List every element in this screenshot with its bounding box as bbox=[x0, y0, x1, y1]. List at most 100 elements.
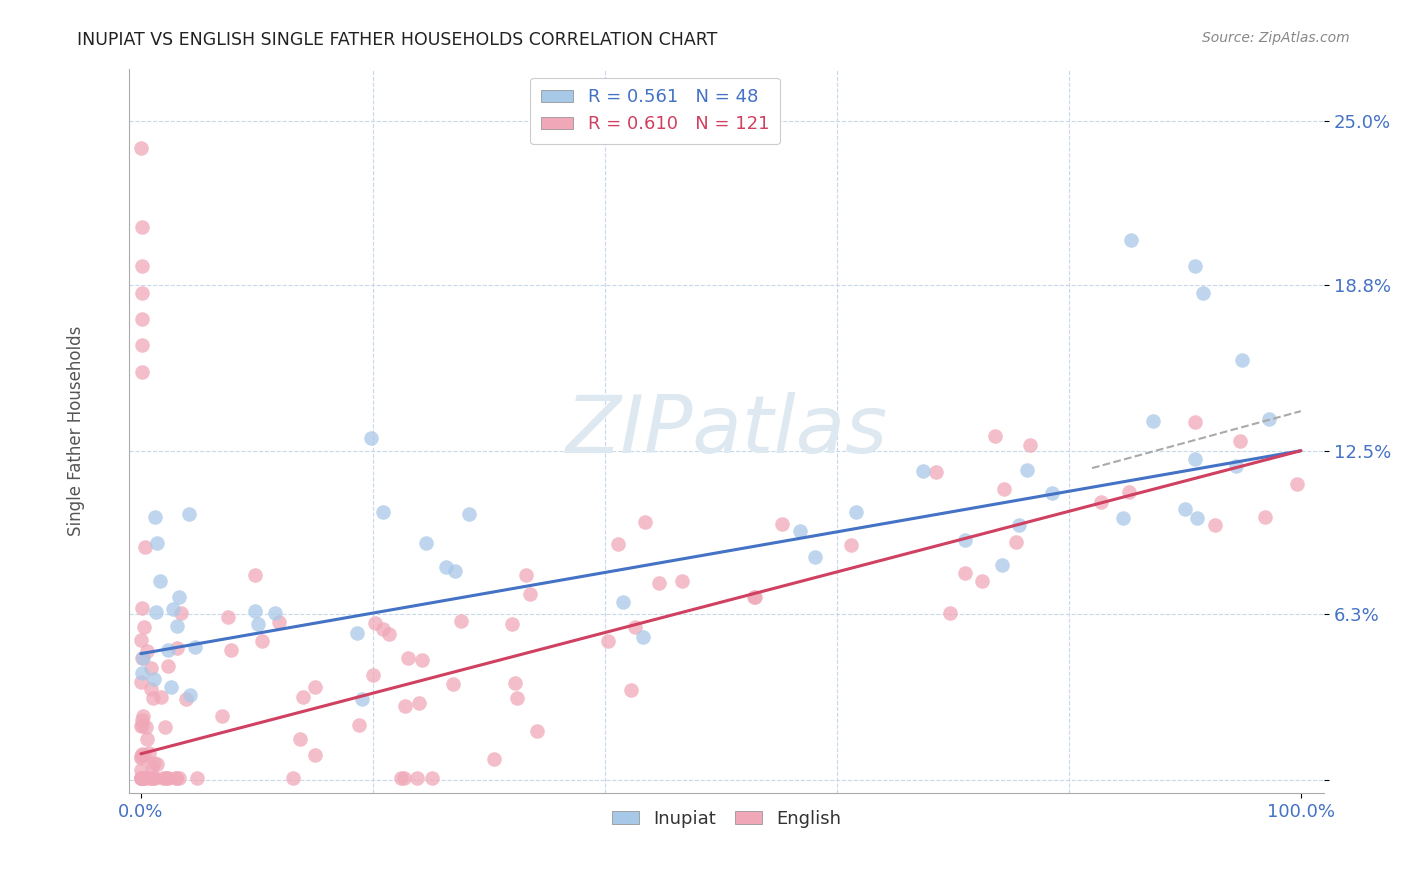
Point bbox=[912, 465, 935, 479]
Text: Source: ZipAtlas.com: Source: ZipAtlas.com bbox=[1202, 31, 1350, 45]
Point bbox=[143, 771, 166, 785]
Point bbox=[501, 617, 523, 632]
Point bbox=[304, 747, 326, 762]
Legend: Inupiat, English: Inupiat, English bbox=[605, 803, 848, 835]
Point bbox=[149, 574, 172, 588]
Point bbox=[1230, 352, 1253, 367]
Point bbox=[1258, 412, 1281, 426]
Point bbox=[361, 667, 384, 681]
Point bbox=[744, 590, 766, 604]
Point bbox=[135, 731, 157, 746]
Point bbox=[804, 549, 827, 564]
Point bbox=[408, 696, 430, 710]
Point bbox=[129, 771, 152, 785]
Point bbox=[131, 714, 153, 728]
Point bbox=[1204, 518, 1226, 533]
Point bbox=[141, 759, 163, 773]
Point bbox=[145, 509, 167, 524]
Point bbox=[1192, 285, 1215, 300]
Point bbox=[156, 771, 179, 785]
Point bbox=[243, 568, 266, 582]
Point bbox=[457, 507, 479, 521]
Point bbox=[131, 601, 153, 615]
Point bbox=[131, 771, 153, 785]
Point bbox=[389, 771, 412, 785]
Point bbox=[434, 560, 457, 574]
Point bbox=[131, 709, 153, 723]
Point bbox=[247, 617, 270, 632]
Point bbox=[250, 633, 273, 648]
Point bbox=[131, 285, 153, 300]
Point bbox=[970, 574, 993, 589]
Point bbox=[991, 558, 1014, 573]
Point bbox=[179, 688, 201, 702]
Point bbox=[129, 632, 152, 647]
Point bbox=[482, 752, 505, 766]
Point bbox=[1229, 434, 1251, 448]
Point bbox=[406, 771, 429, 785]
Point bbox=[1017, 463, 1039, 477]
Point bbox=[165, 771, 187, 785]
Point bbox=[624, 620, 647, 634]
Point bbox=[243, 604, 266, 618]
Point bbox=[129, 675, 152, 690]
Point bbox=[139, 660, 162, 674]
Point bbox=[136, 644, 159, 658]
Point bbox=[1118, 484, 1140, 499]
Point bbox=[167, 771, 190, 785]
Point bbox=[152, 771, 174, 785]
Point bbox=[132, 748, 155, 763]
Point bbox=[744, 590, 766, 604]
Point bbox=[138, 746, 160, 760]
Point bbox=[131, 219, 153, 234]
Point bbox=[984, 429, 1007, 443]
Point bbox=[156, 642, 179, 657]
Point bbox=[131, 771, 153, 785]
Point bbox=[134, 541, 156, 555]
Point bbox=[184, 640, 207, 655]
Point bbox=[146, 536, 169, 550]
Point bbox=[179, 507, 201, 521]
Point bbox=[129, 771, 152, 785]
Point bbox=[141, 771, 163, 785]
Point bbox=[955, 533, 977, 547]
Point bbox=[596, 634, 619, 648]
Point bbox=[993, 482, 1015, 496]
Point bbox=[217, 609, 239, 624]
Point bbox=[131, 365, 153, 379]
Point bbox=[671, 574, 693, 589]
Point bbox=[360, 430, 382, 444]
Point bbox=[131, 771, 153, 785]
Text: Single Father Households: Single Father Households bbox=[66, 326, 84, 536]
Point bbox=[157, 659, 180, 673]
Point bbox=[155, 771, 177, 785]
Point bbox=[211, 708, 233, 723]
Point bbox=[350, 691, 373, 706]
Point bbox=[648, 576, 671, 591]
Point bbox=[364, 616, 387, 631]
Point bbox=[505, 675, 527, 690]
Point bbox=[415, 535, 437, 549]
Point bbox=[139, 771, 162, 785]
Point bbox=[631, 630, 654, 644]
Point bbox=[135, 771, 157, 785]
Point bbox=[174, 692, 197, 706]
Point bbox=[129, 771, 152, 785]
Point bbox=[515, 567, 537, 582]
Point bbox=[450, 614, 472, 628]
Point bbox=[291, 690, 314, 705]
Point bbox=[443, 677, 465, 691]
Point bbox=[1285, 476, 1308, 491]
Point bbox=[392, 771, 415, 785]
Point bbox=[131, 312, 153, 326]
Point bbox=[186, 771, 208, 785]
Point bbox=[612, 595, 634, 609]
Point bbox=[149, 690, 172, 704]
Point bbox=[634, 516, 657, 530]
Text: INUPIAT VS ENGLISH SINGLE FATHER HOUSEHOLDS CORRELATION CHART: INUPIAT VS ENGLISH SINGLE FATHER HOUSEHO… bbox=[77, 31, 717, 49]
Point bbox=[1018, 437, 1040, 451]
Point bbox=[159, 681, 181, 695]
Point bbox=[141, 682, 163, 697]
Point bbox=[153, 720, 176, 734]
Point bbox=[219, 642, 242, 657]
